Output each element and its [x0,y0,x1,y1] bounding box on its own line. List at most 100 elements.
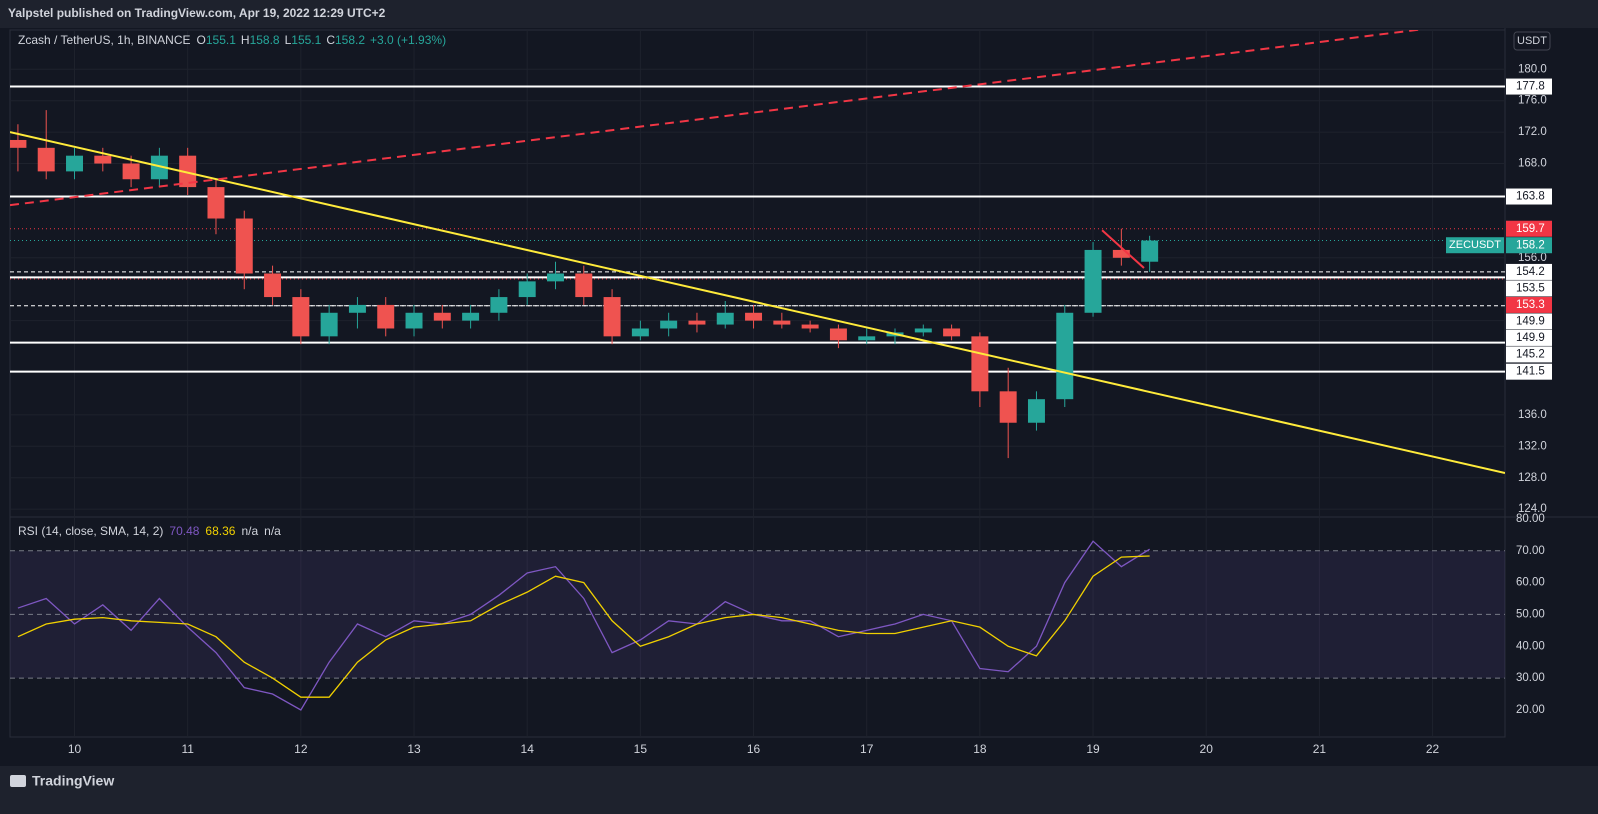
price-label: 149.9 [1516,315,1545,327]
price-label-box [1506,220,1552,237]
candle-body [320,312,338,337]
price-label: 153.3 [1516,299,1545,311]
x-tick-label: 18 [973,742,987,756]
price-label-box [1506,263,1552,280]
candle-body [575,273,593,298]
candle-body [1056,312,1074,400]
rsi-tick-label: 30.00 [1516,672,1545,684]
x-tick-label: 20 [1200,742,1214,756]
trendline [10,131,1505,474]
y-tick-label: 172.0 [1518,126,1547,138]
candle-body [688,320,706,325]
price-label-box [1506,363,1552,380]
candle-body [292,297,310,337]
legend-value: 158.2 [335,33,365,47]
legend-change: +3.0 (+1.93%) [370,33,446,47]
legend-key: O [197,33,206,47]
logo: TradingView [32,773,114,789]
y-tick-label: 156.0 [1518,252,1547,264]
candle-body [122,163,140,180]
price-label: 159.7 [1516,223,1545,235]
candle-body [179,155,197,188]
candle-body [207,187,225,219]
x-tick-label: 11 [181,742,194,756]
price-label: 158.2 [1516,239,1545,251]
y-tick-label: 132.0 [1518,440,1547,452]
x-tick-label: 15 [634,742,648,756]
candle-body [1141,240,1159,262]
y-tick-label: 124.0 [1518,503,1547,515]
price-label: 177.8 [1516,81,1545,93]
price-label: 154.2 [1516,266,1545,278]
x-tick-label: 12 [294,742,308,756]
x-tick-label: 19 [1086,742,1100,756]
candle-body [490,297,508,313]
candle-body [377,304,395,329]
candle-body [547,273,564,282]
price-label: 145.2 [1516,348,1545,360]
candle-body [1084,249,1102,313]
candle-body [999,391,1017,423]
legend-value: 155.1 [291,33,321,47]
candle-body [773,320,791,325]
candle-body [518,281,536,298]
legend-value: 158.8 [250,33,280,47]
price-label: 141.5 [1516,366,1545,378]
rsi-line [17,540,1150,711]
candle-body [801,324,819,329]
candle-body [37,147,55,172]
price-label-box [1506,188,1552,205]
candle-body [150,155,168,180]
price-label-box [1506,78,1552,95]
x-tick-label: 16 [747,742,761,756]
legend-title: Zcash / TetherUS, 1h, BINANCE [18,33,191,47]
rsi-tick-label: 50.00 [1516,608,1545,620]
candle-body [235,218,253,274]
candle-body [660,320,678,329]
candle-body [745,312,763,321]
y-tick-label: 128.0 [1518,472,1547,484]
candle-body [858,336,876,341]
symbol-label-box [1446,237,1504,254]
rsi-extra: n/a [264,524,281,538]
x-tick-label: 10 [68,742,82,756]
candle-body [603,297,621,337]
price-label-box [1506,329,1552,346]
price-label-box [1506,280,1552,297]
rsi-tick-label: 40.00 [1516,640,1545,652]
footer-bar [0,766,1598,814]
candle-body [433,312,451,321]
rsi-value: 68.36 [205,524,235,538]
legend-key: C [326,33,335,47]
candle-body [943,328,961,337]
candle-body [94,155,112,164]
price-label-box [1506,313,1552,330]
legend-value: 155.1 [206,33,236,47]
top-bar [0,0,1598,28]
candle-body [914,328,932,333]
x-tick-label: 21 [1313,742,1327,756]
y-tick-label: 168.0 [1518,158,1547,170]
price-label-box [1506,296,1552,313]
rsi-value: 70.48 [169,524,199,538]
rsi-tick-label: 70.00 [1516,545,1545,557]
rsi-title: RSI (14, close, SMA, 14, 2) [18,524,163,538]
candle-body [462,312,480,321]
candle-body [1112,249,1130,258]
rsi-tick-label: 20.00 [1516,704,1545,716]
candle-body [971,336,989,392]
x-tick-label: 13 [407,742,421,756]
candle-body [1027,399,1045,423]
price-label-box [1506,346,1552,363]
symbol-label: ZECUSDT [1449,239,1501,251]
rsi-tick-label: 60.00 [1516,577,1545,589]
y-tick-label: 176.0 [1518,95,1547,107]
x-tick-label: 17 [860,742,874,756]
candle-body [264,273,282,298]
rsi-line [17,555,1150,698]
legend-key: L [285,33,292,47]
candle-body [829,328,847,341]
rsi-extra: n/a [241,524,258,538]
